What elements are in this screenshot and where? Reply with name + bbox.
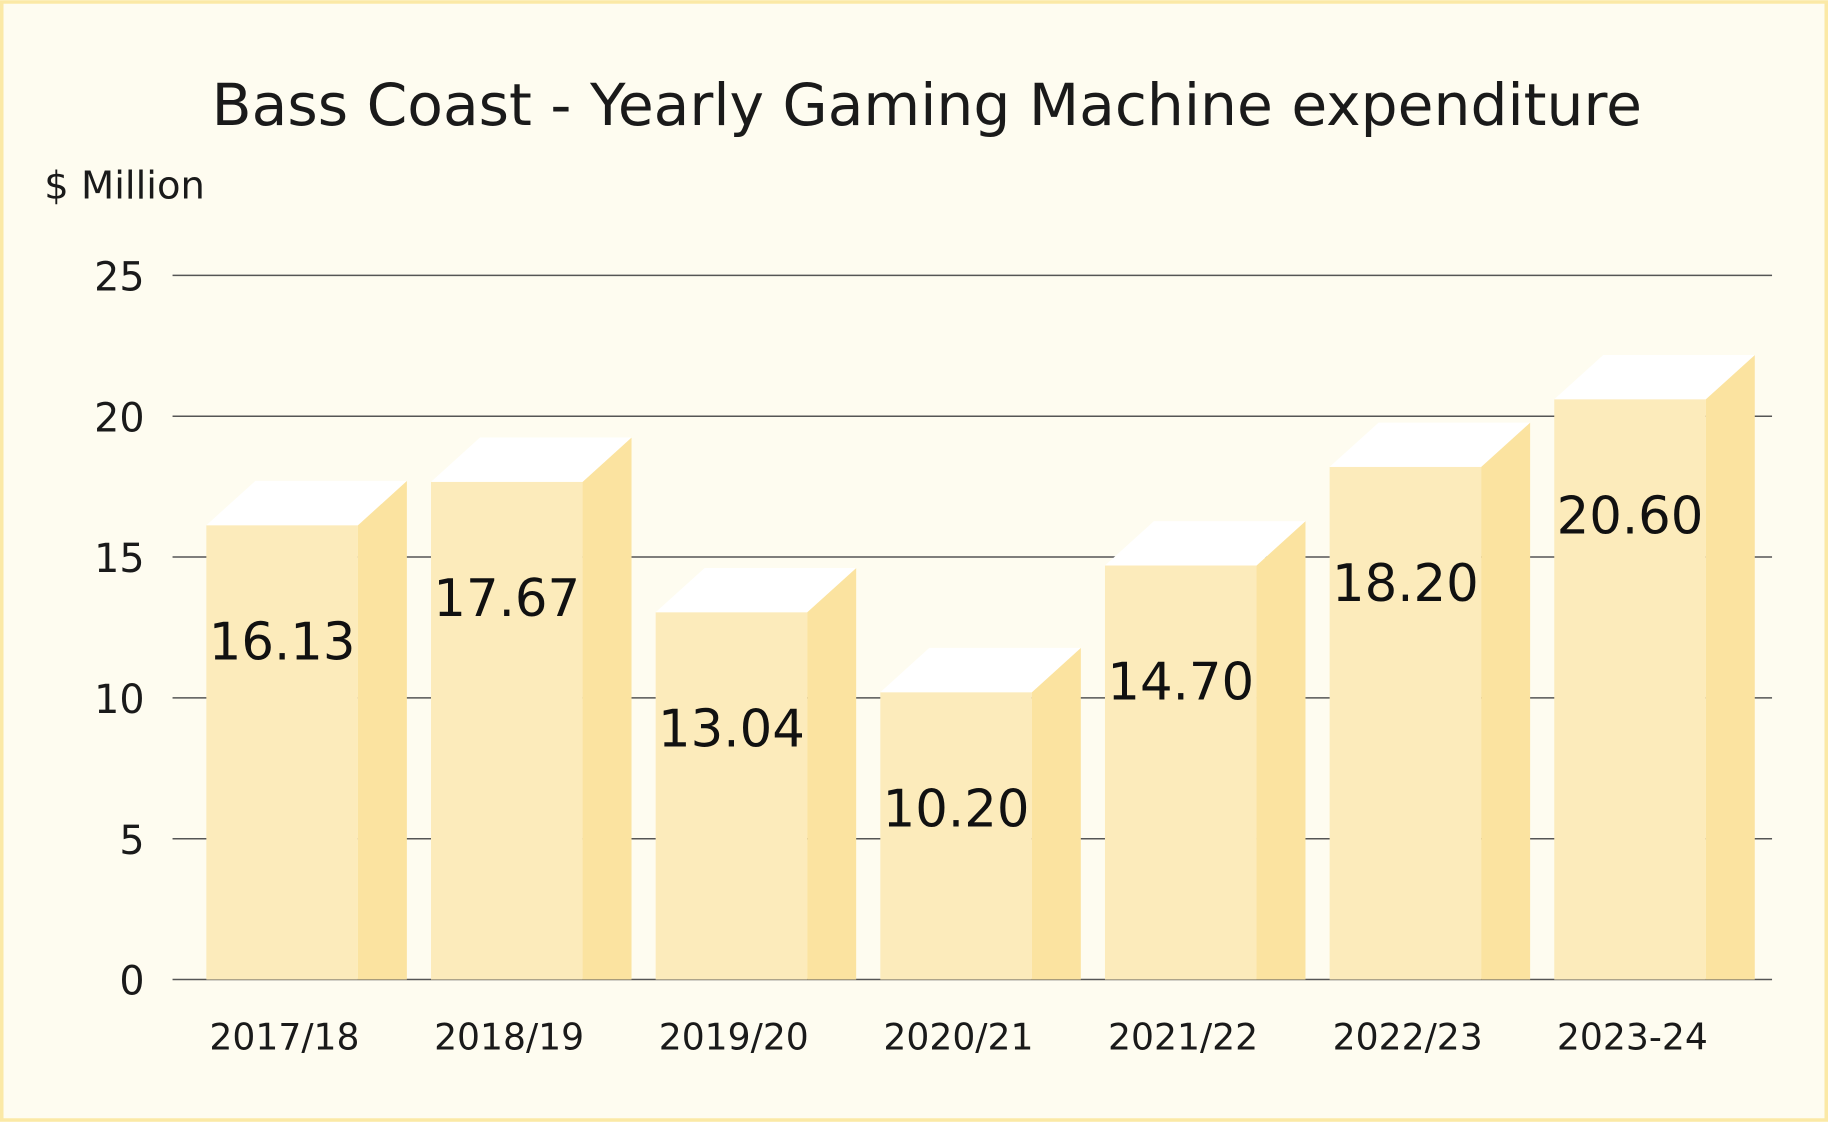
bar-front: [431, 481, 583, 980]
bar-side: [1705, 355, 1755, 980]
x-tick-label: 2021/22: [1108, 1015, 1258, 1058]
data-label: 17.67: [433, 569, 580, 629]
bar-front: [206, 525, 358, 980]
bar-2021/22: 14.70: [1104, 521, 1306, 980]
bar-front: [880, 692, 1032, 980]
bar-side: [807, 567, 857, 980]
bar-side: [1481, 422, 1531, 980]
y-axis-label: $ Million: [44, 163, 205, 208]
bar-side: [357, 480, 407, 980]
x-tick-label: 2022/23: [1333, 1015, 1483, 1058]
bar-top: [1554, 355, 1755, 400]
x-tick-label: 2019/20: [659, 1015, 809, 1058]
bar-side: [1031, 647, 1081, 980]
bar-top: [655, 567, 857, 613]
bar-front: [1104, 565, 1257, 980]
y-tick-label: 20: [94, 395, 144, 441]
y-tick-label: 15: [94, 536, 144, 582]
bar-top: [431, 437, 632, 482]
y-tick-label: 5: [119, 818, 144, 864]
y-tick-label: 0: [119, 959, 144, 1005]
bar-2023-24: 20.60: [1554, 355, 1755, 980]
x-tick-label: 2023-24: [1557, 1015, 1708, 1058]
data-label: 18.20: [1332, 554, 1479, 614]
bar-2022/23: 18.20: [1329, 422, 1531, 980]
data-label: 13.04: [658, 699, 805, 759]
bar-2018/19: 17.67: [431, 437, 632, 980]
x-tick-label: 2018/19: [434, 1015, 584, 1058]
bar-front: [1554, 399, 1706, 980]
data-label: 10.20: [883, 779, 1030, 839]
bar-top: [1104, 521, 1306, 566]
x-tick-label: 2020/21: [883, 1015, 1033, 1058]
bar-top: [206, 480, 407, 526]
data-label: 14.70: [1107, 653, 1254, 713]
bar-front: [655, 612, 808, 980]
y-tick-label: 25: [94, 255, 144, 301]
bar-top: [1329, 422, 1531, 467]
bar-2020/21: 10.20: [880, 647, 1081, 980]
y-tick-label: 10: [94, 677, 144, 723]
data-label: 16.13: [209, 612, 356, 672]
bar-side: [582, 437, 632, 980]
x-tick-label: 2017/18: [209, 1015, 359, 1058]
bar-side: [1256, 521, 1306, 980]
bar-top: [880, 647, 1081, 693]
bar-2017/18: 16.13: [206, 480, 407, 980]
chart-title: Bass Coast - Yearly Gaming Machine expen…: [212, 71, 1642, 139]
bar-2019/20: 13.04: [655, 567, 857, 980]
bar-front: [1329, 466, 1482, 980]
data-label: 20.60: [1557, 486, 1704, 546]
